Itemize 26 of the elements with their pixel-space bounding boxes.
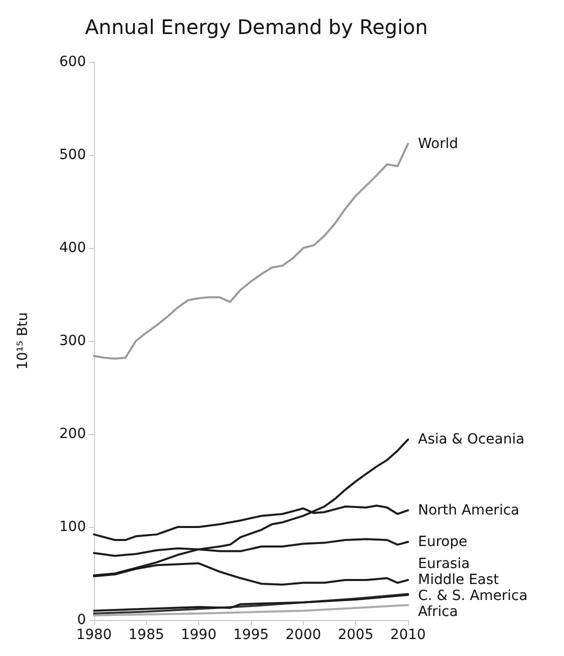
series-label: Africa	[418, 604, 458, 620]
y-tick-label: 600	[59, 54, 86, 70]
y-tick-label: 100	[59, 519, 86, 535]
x-tick-label: 1995	[233, 627, 269, 643]
series-label: Asia & Oceania	[418, 432, 524, 448]
chart-title: Annual Energy Demand by Region	[85, 15, 428, 39]
line-series	[93, 142, 409, 360]
x-tick-label: 1985	[128, 627, 164, 643]
series-label: Europe	[418, 534, 468, 550]
y-tick-label: 200	[59, 426, 86, 442]
x-tick-label: 2010	[390, 627, 426, 643]
series-label: Middle East	[418, 572, 500, 588]
x-tick-label: 1980	[76, 627, 112, 643]
line-series	[93, 604, 409, 616]
x-tick-label: 2000	[286, 627, 322, 643]
y-tick-label: 500	[59, 147, 86, 163]
series-label: North America	[418, 502, 520, 518]
series-label: Eurasia	[418, 556, 470, 572]
y-tick-label: 300	[59, 333, 86, 349]
series-label: World	[418, 136, 458, 152]
y-axis-title: 10¹⁵ Btu	[15, 312, 31, 370]
x-tick-label: 2005	[338, 627, 374, 643]
y-tick-label: 400	[59, 240, 86, 256]
x-tick-label: 1990	[180, 627, 216, 643]
y-tick-label: 0	[77, 612, 86, 628]
series-label: C. & S. America	[418, 588, 528, 604]
